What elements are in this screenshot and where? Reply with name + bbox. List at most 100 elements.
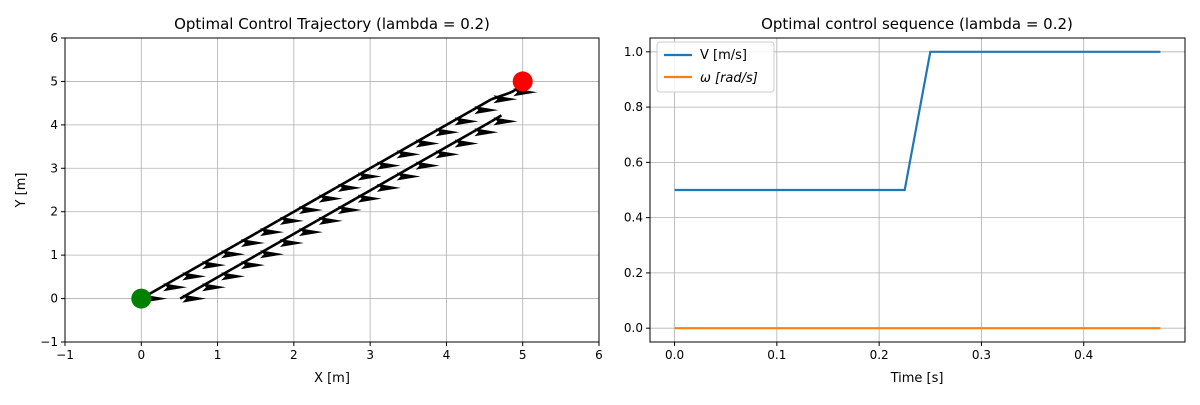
- control-ticks: 0.0 0.1 0.2 0.3 0.4 0.0 0.2 0.4 0.6 0.8 1.0: [624, 45, 1093, 362]
- heading-arrow: [240, 261, 265, 270]
- heading-arrow: [221, 250, 246, 259]
- trajectory-segment: [432, 142, 454, 156]
- trajectory-segment: [374, 153, 396, 167]
- trajectory-axes-frame: [64, 37, 600, 343]
- trajectory-ytick-label: 3: [50, 161, 58, 175]
- trajectory-ytick-label: 4: [50, 118, 58, 132]
- heading-arrow: [376, 161, 401, 170]
- trajectory-segment: [257, 241, 279, 256]
- control-ytick-label: 0.0: [624, 321, 643, 335]
- control-ytick-label: 1.0: [624, 45, 643, 59]
- heading-arrow: [163, 283, 188, 292]
- trajectory-segment: [412, 131, 435, 145]
- heading-arrow: [279, 216, 304, 225]
- trajectory-segment: [218, 241, 240, 256]
- heading-arrow: [415, 139, 440, 148]
- heading-arrow: [435, 150, 460, 159]
- heading-arrow: [435, 128, 460, 137]
- trajectory-ticks: −1 0 1 2 3 4 5 6 −1 0 1 2 3 4 5 6: [40, 31, 603, 362]
- trajectory-segment: [238, 230, 259, 245]
- heading-arrow: [474, 106, 499, 115]
- trajectory-segment: [179, 286, 201, 300]
- trajectory-xtick-label: 1: [214, 348, 222, 362]
- heading-arrow: [182, 294, 207, 303]
- trajectory-segment: [277, 208, 298, 222]
- control-ytick-label: 0.8: [624, 100, 643, 114]
- heading-arrow: [357, 172, 382, 181]
- trajectory-segment: [471, 120, 493, 134]
- control-ytick-label: 0.2: [624, 266, 643, 280]
- trajectory-segment: [179, 264, 201, 278]
- trajectory-segment: [316, 208, 337, 222]
- trajectory-segment: [451, 108, 474, 123]
- trajectory-segment: [199, 275, 220, 289]
- control-xtick-label: 0.3: [972, 348, 991, 362]
- trajectory-segment: [432, 120, 454, 134]
- trajectory-segment: [335, 197, 357, 212]
- heading-arrow: [337, 205, 362, 214]
- trajectory-segment: [218, 264, 240, 278]
- trajectory-segment: [412, 153, 435, 167]
- trajectory-ytick-label: 0: [50, 292, 58, 306]
- trajectory-segment: [491, 91, 512, 101]
- control-plot: 0.0 0.1 0.2 0.3 0.4 0.0 0.2 0.4 0.6 0.8 1.0 Optima…: [624, 15, 1186, 386]
- control-lines: [674, 50, 1161, 330]
- heading-arrow: [279, 238, 304, 247]
- trajectory-grid: [64, 37, 600, 343]
- heading-arrow: [396, 172, 421, 181]
- heading-arrow: [376, 183, 401, 192]
- trajectory-plot: −1 0 1 2 3 4 5 6 −1 0 1 2 3 4 5 6 Optimal Control Traje…: [14, 15, 603, 386]
- trajectory-segment: [355, 164, 376, 178]
- trajectory-xtick-label: 3: [366, 348, 374, 362]
- trajectory-segment: [471, 98, 493, 112]
- trajectory-title: Optimal Control Trajectory (lambda = 0.2…: [174, 15, 490, 33]
- trajectory-xtick-label: 6: [595, 348, 603, 362]
- heading-arrow: [202, 283, 227, 292]
- trajectory-xtick-label: 4: [443, 348, 451, 362]
- legend-v-label: V [m/s]: [700, 48, 747, 63]
- trajectory-segment: [316, 186, 337, 200]
- trajectory-segment: [335, 175, 357, 189]
- trajectory-segment: [374, 175, 396, 189]
- heading-arrow: [454, 139, 479, 148]
- heading-arrow: [493, 95, 518, 104]
- control-ytick-label: 0.6: [624, 155, 643, 169]
- trajectory-ytick-label: 1: [50, 248, 58, 262]
- trajectory-segment: [451, 131, 474, 145]
- trajectory-ytick-label: −1: [40, 335, 58, 349]
- trajectory-xtick-label: 2: [290, 348, 298, 362]
- heading-arrow: [415, 161, 440, 170]
- heading-arrow: [337, 183, 362, 192]
- control-xtick-label: 0.2: [870, 348, 889, 362]
- heading-arrow: [202, 261, 227, 270]
- control-ytick-label: 0.4: [624, 211, 643, 225]
- control-axes-frame: [649, 37, 1186, 343]
- start-point: [131, 288, 152, 309]
- trajectory-segment: [160, 275, 181, 289]
- heading-arrow: [318, 216, 343, 225]
- control-xtick-label: 0.4: [1074, 348, 1093, 362]
- legend-omega-label: ω [rad/s]: [700, 71, 758, 86]
- trajectory-segment: [393, 164, 415, 178]
- heading-arrow: [454, 117, 479, 126]
- trajectory-segment: [238, 253, 259, 267]
- trajectory-xtick-label: −1: [56, 348, 74, 362]
- trajectory-ytick-label: 2: [50, 205, 58, 219]
- control-title: Optimal control sequence (lambda = 0.2): [761, 15, 1073, 33]
- heading-arrow: [357, 194, 382, 203]
- trajectory-segment: [393, 142, 415, 156]
- heading-arrow: [396, 150, 421, 159]
- trajectory-xlabel: X [m]: [314, 371, 350, 386]
- goal-point: [512, 71, 533, 92]
- trajectory-segment: [257, 219, 279, 234]
- heading-arrow: [182, 272, 207, 281]
- control-xtick-label: 0.0: [665, 348, 684, 362]
- trajectory-endpoints: [131, 71, 533, 309]
- trajectory-ytick-label: 5: [50, 74, 58, 88]
- trajectory-ytick-label: 6: [50, 31, 58, 45]
- heading-arrow: [474, 128, 499, 137]
- trajectory-segment: [199, 253, 220, 267]
- trajectory-xtick-label: 0: [137, 348, 145, 362]
